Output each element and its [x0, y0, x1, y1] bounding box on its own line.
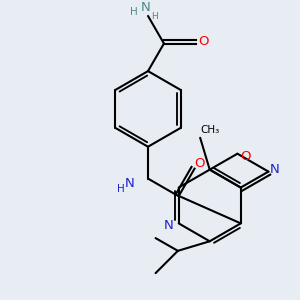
Text: O: O	[199, 35, 209, 48]
Text: O: O	[194, 158, 205, 170]
Text: O: O	[240, 150, 250, 163]
Text: N: N	[125, 177, 135, 190]
Text: N: N	[269, 163, 279, 176]
Text: H: H	[152, 12, 158, 21]
Text: N: N	[164, 219, 174, 232]
Text: N: N	[141, 2, 151, 14]
Text: CH₃: CH₃	[200, 125, 220, 135]
Text: H: H	[130, 7, 138, 17]
Text: H: H	[117, 184, 125, 194]
